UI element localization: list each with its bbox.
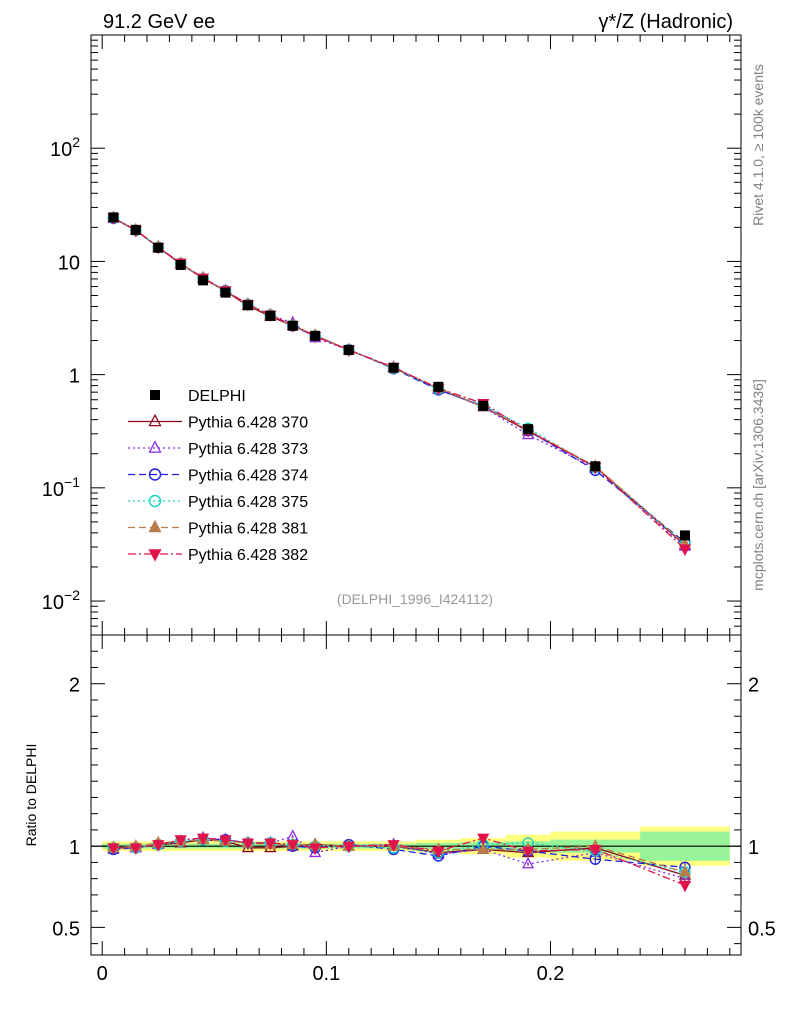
legend-label-3: Pythia 6.428 375 [188, 494, 308, 511]
side-label-bottom: mcplots.cern.ch [arXiv:1306.3436] [750, 379, 766, 591]
legend-label-4: Pythia 6.428 381 [188, 521, 308, 538]
ratio-series-5-point [219, 835, 232, 847]
ratio-y-tick-label-left: 2 [69, 675, 80, 697]
legend-label-1: Pythia 6.428 373 [188, 441, 308, 458]
ratio-series-5-point [309, 843, 322, 855]
ratio-axes: 0.5 0.5 1 1 2 2 0 0.1 0.2 [52, 635, 776, 985]
data-point [287, 320, 298, 331]
legend-label-5: Pythia 6.428 382 [188, 547, 308, 564]
ratio-y-tick-label-right: 2 [748, 675, 759, 697]
x-tick-label: 0 [97, 963, 108, 985]
legend-marker-5 [148, 549, 162, 562]
data-point [108, 212, 119, 223]
ratio-y-tick-label-left: 0.5 [52, 918, 80, 940]
title-left: 91.2 GeV ee [103, 11, 215, 33]
ratio-series-5-point [152, 840, 165, 852]
data-point [478, 400, 489, 411]
data-point [220, 287, 231, 298]
ratio-series-5-point [174, 835, 187, 847]
legend-label-0: Pythia 6.428 370 [188, 415, 308, 432]
ratio-series-5-point [521, 846, 535, 859]
data-point [198, 275, 209, 286]
main-series-5-point [678, 544, 692, 557]
ratio-series-5-point [477, 833, 490, 846]
x-tick-label: 0.2 [537, 963, 565, 985]
main-data-points [108, 212, 690, 541]
legend-marker-3 [148, 494, 162, 508]
data-point [153, 242, 164, 253]
data-point [175, 259, 186, 270]
title-right: γ*/Z (Hadronic) [599, 11, 733, 33]
ratio-series-5-point [589, 845, 602, 857]
ratio-series-4-point [477, 842, 490, 854]
ratio-series-5-point [678, 880, 692, 893]
ratio-series-5-point [129, 843, 142, 855]
ratio-y-tick-label-right: 0.5 [748, 918, 776, 940]
data-point [242, 300, 253, 311]
ratio-y-tick-label-right: 1 [748, 837, 759, 859]
ratio-series-lines [107, 829, 692, 893]
legend-marker-2 [148, 468, 162, 481]
ratio-series-4-point [678, 865, 692, 877]
data-point [523, 424, 534, 435]
data-point [679, 530, 690, 541]
watermark: (DELPHI_1996_I424112) [337, 591, 493, 607]
ratio-series-1-point [521, 856, 535, 869]
data-point [310, 330, 321, 341]
ratio-plot-frame [90, 634, 742, 956]
ratio-series-5-point [432, 846, 445, 859]
ratio-y-tick-label-left: 1 [69, 837, 80, 859]
ratio-series-5-point [342, 841, 355, 854]
ratio-series-5-point [264, 838, 277, 851]
ratio-series-5-point [196, 833, 210, 846]
legend-label-data: DELPHI [188, 388, 246, 405]
side-label-top: Rivet 4.1.0, ≥ 100k events [750, 64, 766, 226]
data-point [130, 224, 141, 235]
data-point [388, 362, 399, 373]
main-y-tick-exponent: −2 [64, 587, 80, 603]
x-tick-label: 0.1 [312, 963, 340, 985]
legend-label-2: Pythia 6.428 374 [188, 468, 308, 485]
ratio-ylabel: Ratio to DELPHI [23, 744, 39, 847]
data-point [590, 461, 601, 472]
ratio-series-5-point [387, 840, 400, 852]
legend: DELPHI Pythia 6.428 370 Pythia 6.428 373 Py… [128, 388, 308, 564]
legend-marker-1 [148, 440, 162, 453]
ratio-panel: 0.5 0.5 1 1 2 2 0 0.1 0.2 Ratio to DELPHI [23, 634, 776, 985]
legend-marker-0 [148, 413, 162, 427]
ratio-series-5-point [107, 843, 120, 855]
main-y-tick-exponent: −1 [64, 474, 80, 490]
data-point [343, 345, 354, 356]
data-point [265, 310, 276, 321]
main-y-tick-label: 10 [58, 252, 80, 274]
main-y-tick-exponent: 2 [72, 134, 80, 150]
ratio-series-5-point [286, 840, 299, 852]
legend-marker-4 [148, 519, 162, 533]
ratio-series-5-point [241, 838, 254, 851]
legend-marker-data [150, 390, 160, 400]
main-y-tick-label: 1 [69, 366, 80, 388]
data-point [433, 381, 444, 392]
